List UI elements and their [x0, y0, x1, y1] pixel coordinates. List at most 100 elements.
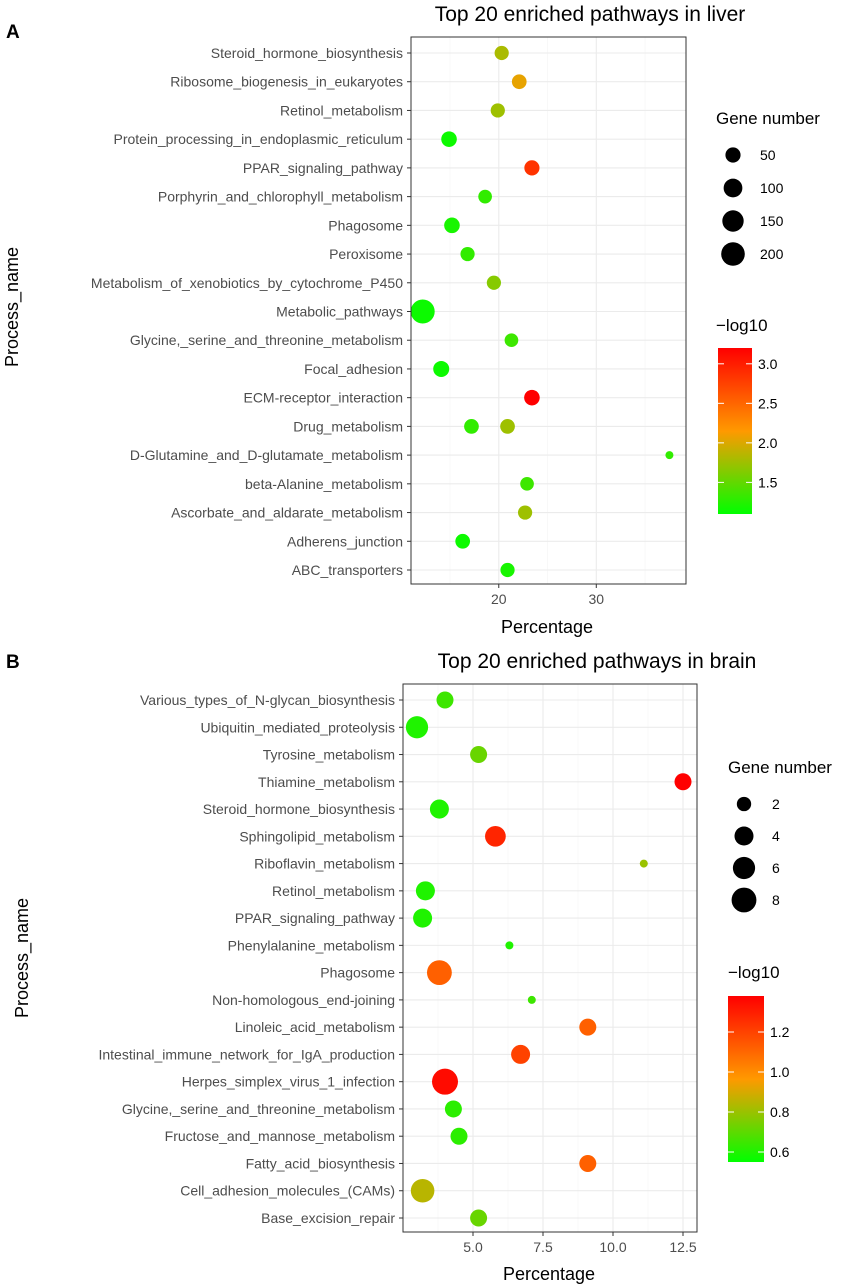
data-point	[429, 799, 449, 819]
size-legend-dot	[732, 856, 756, 880]
size-legend-dot	[723, 178, 743, 198]
data-point	[579, 1154, 597, 1172]
brain-plot-area: Various_types_of_N-glycan_biosynthesis Ub…	[98, 683, 698, 1255]
color-bar-label: 2.0	[758, 435, 778, 451]
plot-frame	[402, 683, 698, 1233]
color-legend-title-liver: −log10	[716, 316, 768, 335]
y-tick-label: Phagosome	[320, 965, 395, 981]
color-bar-label: 1.0	[770, 1064, 790, 1080]
size-legend-label: 50	[760, 147, 776, 163]
size-legend-dot	[725, 147, 741, 163]
data-point	[413, 908, 433, 928]
y-axis-title-liver: Process_name	[2, 247, 23, 367]
y-tick-label: Phenylalanine_metabolism	[228, 937, 395, 953]
size-legend-dot	[736, 796, 752, 812]
data-point	[436, 691, 454, 709]
chart-title-brain: Top 20 enriched pathways in brain	[438, 650, 757, 673]
y-tick-label: Retinol_metabolism	[272, 883, 395, 899]
y-tick-label: Adherens_junction	[287, 533, 403, 549]
data-point	[524, 160, 540, 176]
y-tick-label: Ascorbate_and_aldarate_metabolism	[171, 505, 403, 521]
x-tick-label: 7.5	[533, 1239, 553, 1255]
y-tick-label: Glycine,_serine_and_threonine_metabolism	[122, 1101, 395, 1117]
data-point	[517, 505, 533, 520]
data-point	[504, 333, 519, 348]
brain-legends: Gene number −log10 2 4 6 8 0.6 0.8 1.0 1.2	[728, 758, 832, 1162]
data-point	[520, 477, 534, 491]
y-tick-label: Linoleic_acid_metabolism	[235, 1019, 395, 1035]
data-point	[505, 941, 514, 950]
data-point	[460, 246, 475, 262]
data-point	[410, 1178, 435, 1203]
color-bar-label: 0.6	[770, 1144, 790, 1160]
y-tick-label: ABC_transporters	[292, 562, 403, 578]
size-legend-dot	[721, 242, 745, 266]
color-bar-label: 1.5	[758, 474, 778, 490]
x-tick-label: 10.0	[599, 1239, 626, 1255]
data-point	[579, 1018, 597, 1036]
panel-label-b: B	[6, 652, 20, 673]
y-tick-label: Ubiquitin_mediated_proteolysis	[200, 719, 395, 735]
y-tick-label: beta-Alanine_metabolism	[245, 476, 403, 492]
color-bar-label: 0.8	[770, 1104, 790, 1120]
data-point	[485, 825, 506, 847]
size-legend-label: 150	[760, 213, 784, 229]
data-point	[511, 1044, 531, 1064]
data-point	[500, 419, 515, 434]
data-point	[432, 1068, 458, 1095]
y-tick-label: Steroid_hormone_biosynthesis	[211, 45, 403, 61]
size-legend-label: 200	[760, 246, 784, 262]
y-tick-label: Intestinal_immune_network_for_IgA_produc…	[98, 1046, 395, 1062]
y-tick-label: Metabolism_of_xenobiotics_by_cytochrome_…	[91, 275, 403, 291]
y-tick-label: Non-homologous_end-joining	[212, 992, 395, 1008]
data-point	[415, 881, 435, 901]
size-legend-label: 8	[772, 892, 780, 908]
color-bar-label: 3.0	[758, 356, 778, 372]
y-tick-label: Peroxisome	[329, 246, 403, 262]
data-point	[665, 451, 674, 460]
data-point	[433, 360, 450, 377]
y-tick-label: D-Glutamine_and_D-glutamate_metabolism	[130, 447, 403, 463]
y-tick-label: Base_excision_repair	[261, 1210, 395, 1226]
y-tick-label: Fatty_acid_biosynthesis	[246, 1155, 395, 1171]
y-tick-label: PPAR_signaling_pathway	[243, 160, 403, 176]
x-axis-title-liver: Percentage	[501, 617, 593, 637]
y-tick-label: PPAR_signaling_pathway	[235, 910, 395, 926]
y-tick-label: Herpes_simplex_virus_1_infection	[182, 1074, 395, 1090]
size-legend-title-brain: Gene number	[728, 758, 832, 777]
y-tick-label: Steroid_hormone_biosynthesis	[203, 801, 395, 817]
data-point	[494, 45, 509, 61]
y-tick-label: Porphyrin_and_chlorophyll_metabolism	[158, 189, 403, 205]
size-legend-dot	[731, 887, 757, 913]
y-tick-label: Phagosome	[328, 217, 403, 233]
y-tick-label: Focal_adhesion	[304, 361, 403, 377]
data-point	[410, 299, 435, 324]
x-tick-label: 20	[491, 591, 507, 607]
data-point	[490, 103, 505, 118]
size-legend-label: 6	[772, 860, 780, 876]
data-point	[486, 275, 501, 290]
y-tick-label: Riboflavin_metabolism	[254, 856, 395, 872]
size-legend-label: 2	[772, 796, 780, 812]
y-tick-label: ECM-receptor_interaction	[243, 390, 403, 406]
data-point	[444, 1100, 462, 1118]
data-point	[441, 131, 457, 147]
data-point	[511, 74, 527, 90]
color-legend-title-brain: −log10	[728, 963, 780, 982]
data-point	[426, 960, 452, 986]
y-tick-label: Various_types_of_N-glycan_biosynthesis	[140, 692, 395, 708]
size-legend-label: 100	[760, 180, 784, 196]
x-tick-label: 12.5	[669, 1239, 696, 1255]
data-point	[455, 533, 471, 549]
y-tick-label: Protein_processing_in_endoplasmic_reticu…	[114, 131, 404, 147]
data-point	[464, 419, 479, 434]
x-tick-label: 5.0	[463, 1239, 483, 1255]
data-point	[674, 773, 692, 791]
data-point	[444, 217, 460, 234]
chart-title-liver: Top 20 enriched pathways in liver	[435, 3, 746, 26]
data-point	[639, 859, 648, 868]
color-bar-liver	[718, 348, 752, 514]
data-point	[500, 562, 515, 578]
y-tick-label: Ribosome_biogenesis_in_eukaryotes	[170, 74, 403, 90]
